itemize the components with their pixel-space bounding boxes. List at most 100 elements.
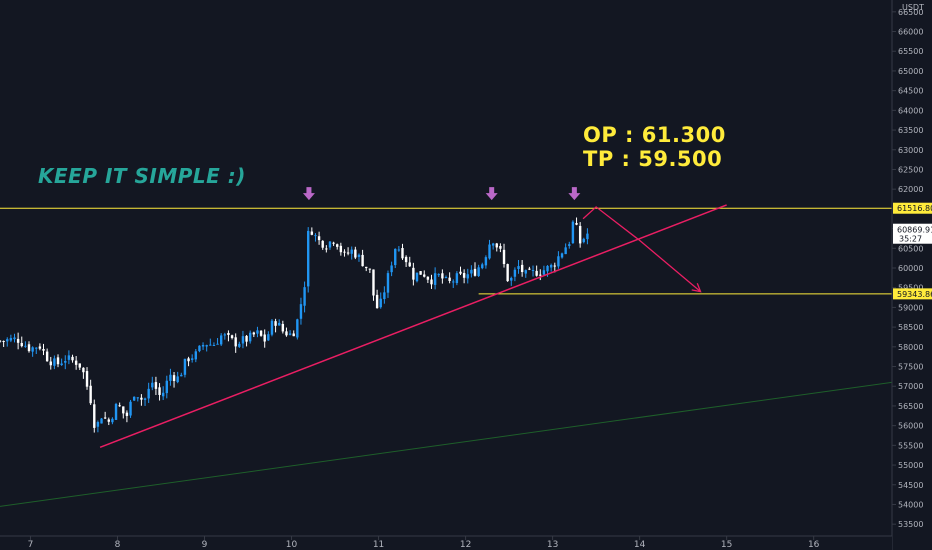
candle-body [520,264,524,273]
candle-body [53,358,56,366]
candle-body [470,269,473,274]
resistance-price-tag[interactable]: 61516.80 [893,202,932,214]
tp-annotation[interactable]: TP : 59.500 [583,147,722,171]
price-tick-label: 65000 [898,67,923,76]
candle-body [85,371,89,387]
price-tick-label: 54000 [898,500,923,509]
projection-path[interactable] [582,206,701,293]
candle-body [38,346,42,349]
candle-body [154,382,158,389]
candle-body [56,357,60,365]
candle-body [107,419,110,422]
headline-annotation[interactable]: KEEP IT SIMPLE :) [38,164,246,188]
candle-body [578,225,582,244]
candle-body [401,248,404,259]
candle-body [354,249,357,258]
price-tick-label: 62000 [898,185,923,194]
price-tick-label: 56000 [898,422,923,431]
price-tick-label: 55000 [898,461,923,470]
price-axis-background [892,0,932,550]
candle-body [379,298,382,308]
candle-body [263,334,266,342]
candle-body [176,376,179,383]
rising-trendline[interactable] [99,204,727,449]
candle-body [339,245,343,253]
candle-body [383,292,386,300]
price-tick-label: 60500 [898,244,923,253]
down-arrow-icon [568,187,581,201]
down-arrow-icon [302,187,315,201]
candle-body [27,344,31,352]
candle-body [259,330,263,336]
price-tick-label: 58500 [898,323,923,332]
time-tick-label: 16 [808,540,820,550]
price-tick-label: 65500 [898,47,923,56]
candle-body [201,345,205,347]
candle-body [158,387,161,395]
candle-body [314,235,317,237]
candle-body [114,403,118,420]
candle-body [502,249,506,265]
support-price-tag[interactable]: 59343.86 [893,288,932,300]
candle-body [419,271,422,275]
candle-body [441,273,444,279]
candle-body [426,276,430,280]
candle-body [143,398,147,400]
candle-body [96,422,100,427]
candle-body [230,335,234,339]
candle-body [24,345,27,347]
time-tick-label: 13 [547,540,558,550]
price-axis[interactable]: USDT 53500 54000 54500 55000 55500 56000 56500… [891,0,932,550]
candle-body [42,348,45,351]
candle-body [89,385,92,404]
plot-area[interactable] [0,0,892,536]
candle-body [513,269,517,277]
candle-body [216,343,219,345]
candle-body [111,418,114,423]
candle-body [397,249,401,251]
support-tag-box [893,288,932,300]
op-annotation[interactable]: OP : 61.300 [583,123,726,147]
candle-body [187,358,190,362]
candle-body [49,361,52,366]
time-axis[interactable]: 7 8 9 10 11 12 13 14 15 16 [0,535,892,550]
candle-body [506,264,509,282]
candle-body [183,358,187,375]
candle-body [365,266,368,269]
candle-body [317,236,321,241]
price-tick-label: 57000 [898,382,923,391]
candle-body [71,356,74,361]
candle-body [542,270,546,275]
candle-body [477,267,480,276]
candle-body [248,332,252,342]
candle-body [9,338,13,341]
time-tick-label: 15 [721,540,732,550]
candle-body [325,248,328,250]
candle-body [172,375,176,381]
time-tick-label: 10 [286,540,298,550]
candle-body [466,274,469,279]
long-trendline[interactable] [0,381,893,507]
candle-body [430,279,433,285]
candle-body [205,345,208,347]
candle-body [223,334,227,336]
candle-body [161,392,165,397]
candle-body [270,320,274,335]
time-tick-label: 12 [460,540,471,550]
time-axis-background [0,536,892,550]
candle-body [2,340,5,342]
candle-body [227,332,230,335]
time-tick-label: 8 [115,540,121,550]
candle-body [180,374,183,377]
candle-body [564,247,567,255]
price-tick-label: 62500 [898,165,923,174]
candle-body [462,273,466,278]
candle-body [212,345,216,347]
candle-body [412,267,415,280]
candle-body [328,241,332,248]
candle-body [303,287,306,306]
current-price-tag[interactable]: 60869.91 35:27 [893,223,932,244]
candle-body [278,322,281,326]
candle-body [307,230,310,287]
